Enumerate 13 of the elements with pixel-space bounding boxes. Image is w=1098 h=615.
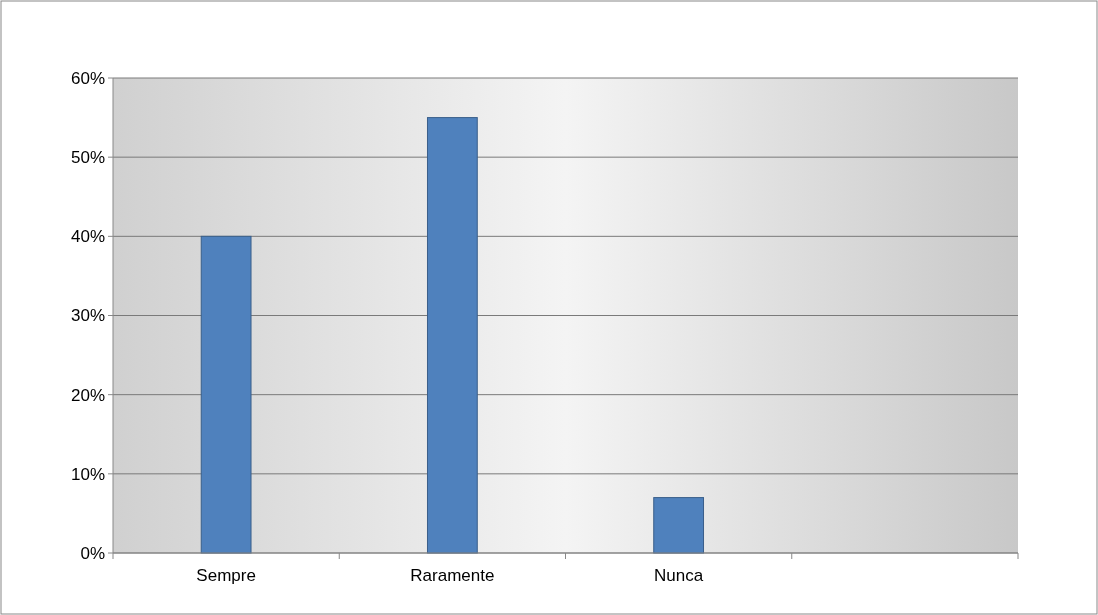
y-tick-label: 0% bbox=[80, 543, 105, 563]
y-tick-label: 50% bbox=[70, 148, 105, 168]
y-tick-label: 10% bbox=[70, 464, 105, 484]
y-tick-label: 40% bbox=[70, 227, 105, 247]
x-tick-label: Raramente bbox=[410, 566, 495, 585]
bar bbox=[653, 497, 705, 554]
y-tick-label: 20% bbox=[70, 385, 105, 405]
x-tick-label: Sempre bbox=[196, 566, 256, 585]
bar bbox=[426, 117, 478, 554]
y-tick-label: 30% bbox=[70, 306, 105, 326]
y-tick-label: 60% bbox=[70, 68, 105, 88]
bar bbox=[200, 235, 252, 554]
x-tick-label: Nunca bbox=[654, 566, 704, 585]
